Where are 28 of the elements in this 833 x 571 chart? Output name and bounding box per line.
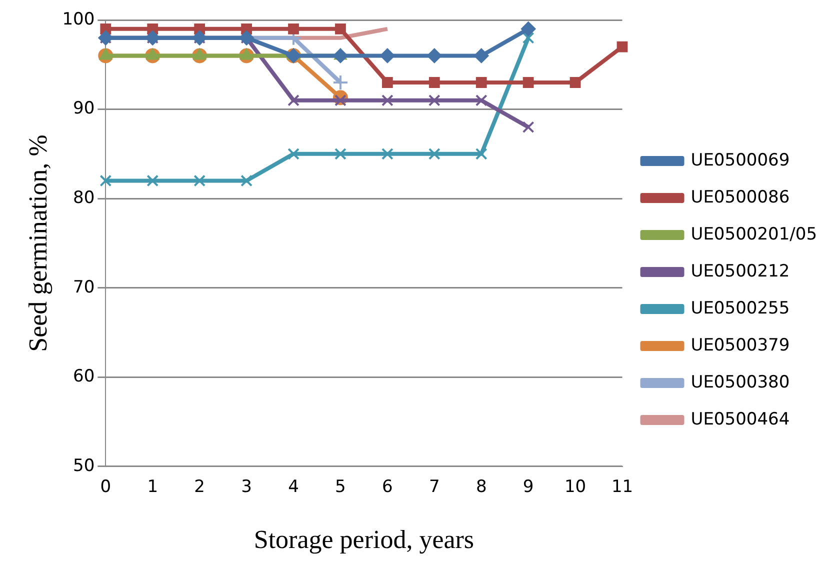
legend-label: UE0500086: [690, 187, 790, 208]
x-tick-label: 7: [428, 477, 440, 498]
x-tick-label: 3: [241, 477, 252, 498]
x-tick-label: 10: [564, 477, 586, 498]
x-tick-label: 1: [147, 477, 158, 498]
x-axis-title: Storage period, years: [254, 525, 474, 554]
legend-label: UE0500379: [690, 335, 790, 356]
legend-label: UE0500212: [690, 261, 790, 282]
y-tick-label: 70: [73, 277, 95, 298]
x-tick-label: 2: [194, 477, 205, 498]
y-tick-label: 100: [62, 9, 95, 30]
x-tick-label: 8: [476, 477, 487, 498]
legend-label: UE0500464: [690, 409, 790, 430]
y-axis-title: Seed germination, %: [23, 134, 52, 352]
y-tick-label: 60: [73, 366, 95, 387]
x-tick-label: 11: [611, 477, 634, 498]
legend-label: UE0500380: [690, 372, 790, 392]
x-tick-label: 9: [522, 477, 534, 498]
y-tick-label: 50: [73, 456, 95, 476]
legend-label: UE0500255: [690, 298, 790, 318]
x-tick-label: 4: [288, 477, 299, 498]
legend-label: UE0500201/05: [690, 224, 818, 244]
x-tick-label: 6: [382, 477, 393, 498]
y-tick-label: 80: [73, 188, 95, 208]
x-tick-label: 5: [335, 477, 346, 498]
y-tick-label: 90: [73, 98, 95, 119]
legend-label: UE0500069: [690, 150, 790, 170]
x-tick-label: 0: [100, 477, 112, 498]
